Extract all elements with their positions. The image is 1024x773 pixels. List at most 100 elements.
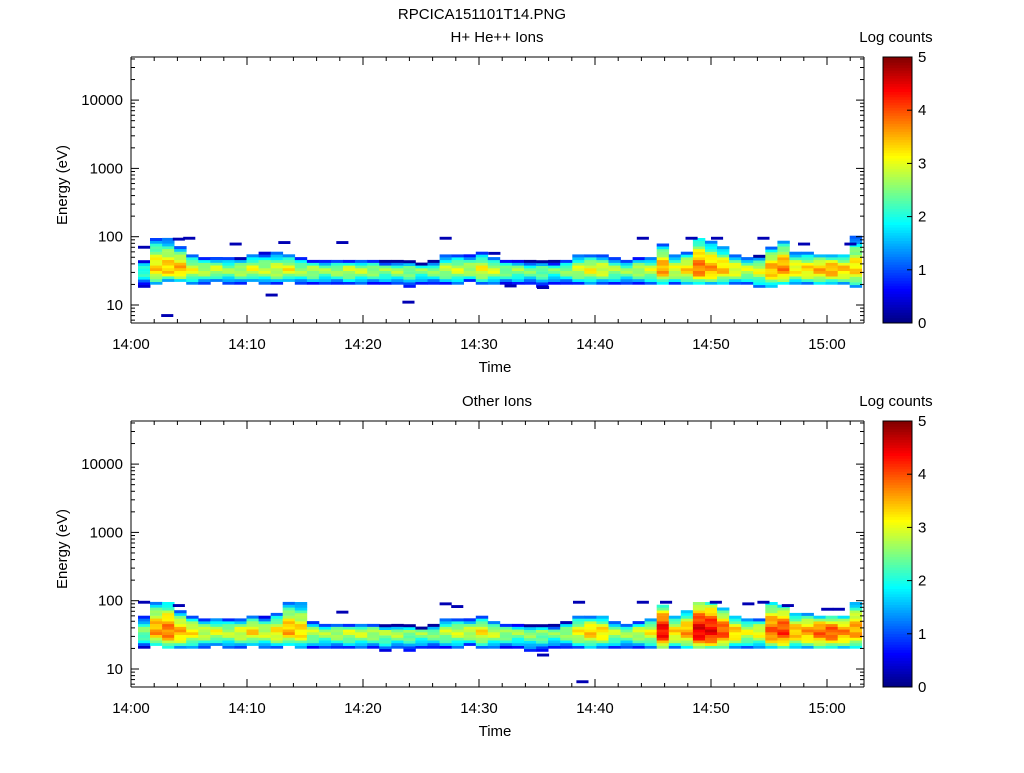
- spectrogram-bin: [584, 259, 597, 263]
- spectrogram-bin: [282, 254, 296, 258]
- spectrogram-bin: [174, 276, 187, 280]
- spectrogram-bin: [234, 265, 247, 269]
- spectrogram-bin: [331, 640, 344, 644]
- spectrogram-bin: [560, 276, 573, 280]
- spectrogram-bin: [210, 262, 223, 266]
- spectrogram-bin: [403, 643, 416, 647]
- spectrogram-bin: [150, 270, 163, 274]
- spectrogram-bin: [765, 252, 778, 255]
- spectrogram-bin: [765, 265, 778, 269]
- spectrogram-bin: [717, 610, 730, 614]
- spectrogram-bin: [825, 259, 838, 263]
- spectrogram-bin: [705, 607, 718, 611]
- spectrogram-bin: [536, 627, 549, 630]
- spectrogram-bin: [801, 618, 814, 622]
- panel-title: Other Ions: [462, 393, 532, 410]
- colorbar-segment: [883, 280, 912, 284]
- spectrogram-bin: [282, 623, 296, 627]
- spectrogram-bin: [463, 621, 477, 624]
- spectrogram-bin: [680, 637, 694, 641]
- spectrogram-bin: [258, 623, 271, 627]
- spectrogram-bin: [849, 263, 863, 266]
- spectrogram-bin: [415, 273, 428, 277]
- spectrogram-bin: [741, 632, 754, 635]
- spectrogram-bin: [644, 632, 657, 635]
- spectrogram-bin: [765, 276, 778, 280]
- spectrogram-bin: [680, 634, 694, 638]
- spectrogram-bin: [584, 626, 597, 630]
- spectrogram-bin: [741, 634, 754, 638]
- spectrogram-bin: [343, 645, 356, 649]
- spectrogram-bin: [246, 626, 259, 630]
- spectrogram-bin: [656, 248, 670, 252]
- spectrogram-bin: [596, 637, 609, 641]
- colorbar-frame: [882, 56, 913, 324]
- spectrogram-bin: [403, 624, 416, 628]
- colorbar-segment: [883, 439, 912, 443]
- spectrogram-bin: [439, 618, 452, 622]
- isolated-count-bin: [711, 236, 724, 240]
- spectrogram-bin: [801, 276, 814, 280]
- spectrogram-bin: [198, 640, 211, 644]
- spectrogram-bin: [379, 624, 392, 628]
- spectrogram-bin: [837, 632, 851, 635]
- spectrogram-bin: [777, 643, 790, 646]
- spectrogram-bin: [813, 623, 826, 627]
- spectrogram-bin: [475, 281, 489, 285]
- spectrogram-bin: [499, 265, 513, 269]
- spectrogram-bin: [608, 634, 621, 638]
- spectrogram-bin: [355, 279, 368, 282]
- colorbar-segment: [883, 221, 912, 225]
- spectrogram-bin: [234, 259, 247, 263]
- spectrogram-bin: [572, 273, 585, 277]
- isolated-count-bin: [504, 284, 517, 288]
- colorbar-tick-label: 1: [918, 626, 926, 643]
- spectrogram-bin: [849, 637, 863, 641]
- spectrogram-bin: [837, 257, 851, 261]
- spectrogram-bin: [765, 610, 778, 614]
- spectrogram-bin: [198, 257, 211, 261]
- spectrogram-bin: [487, 276, 501, 280]
- spectrogram-bin: [174, 278, 187, 282]
- spectrogram-bin: [789, 259, 802, 263]
- spectrogram-bin: [403, 273, 416, 277]
- spectrogram-bin: [174, 612, 187, 616]
- spectrogram-bin: [753, 282, 766, 286]
- spectrogram-bin: [234, 273, 247, 277]
- spectrogram-bin: [150, 257, 163, 261]
- spectrogram-bin: [451, 643, 464, 646]
- spectrogram-bin: [282, 642, 296, 646]
- spectrogram-bin: [499, 637, 513, 641]
- colorbar-segment: [883, 612, 912, 616]
- x-tick-label: 14:40: [576, 700, 614, 717]
- spectrogram-bin: [825, 268, 838, 271]
- spectrogram-bin: [487, 634, 501, 638]
- spectrogram-bin: [705, 246, 718, 250]
- spectrogram-bin: [632, 273, 645, 277]
- spectrogram-bin: [680, 254, 694, 258]
- spectrogram-bin: [379, 629, 392, 633]
- spectrogram-bin: [234, 268, 247, 271]
- spectrogram-bin: [560, 643, 573, 646]
- spectrogram-bin: [463, 642, 477, 646]
- spectrogram-bin: [741, 629, 754, 633]
- colorbar-tick-label: 1: [918, 262, 926, 279]
- spectrogram-bin: [717, 265, 730, 269]
- colorbar-segment: [883, 86, 912, 90]
- isolated-count-bin: [172, 237, 185, 241]
- spectrogram-bin: [210, 278, 223, 282]
- colorbar-segment: [883, 660, 912, 664]
- spectrogram-bin: [837, 645, 851, 649]
- colorbar-segment: [883, 423, 912, 427]
- spectrogram-bin: [753, 643, 766, 646]
- spectrogram-bin: [777, 634, 790, 638]
- spectrogram-bin: [584, 634, 597, 638]
- spectrogram-bin: [608, 629, 621, 633]
- colorbar-segment: [883, 195, 912, 199]
- spectrogram-bin: [150, 276, 163, 280]
- spectrogram-bin: [801, 281, 814, 285]
- colorbar-segment: [883, 83, 912, 87]
- spectrogram-bin: [379, 262, 392, 266]
- spectrogram-bin: [705, 645, 718, 649]
- spectrogram-bin: [282, 273, 296, 277]
